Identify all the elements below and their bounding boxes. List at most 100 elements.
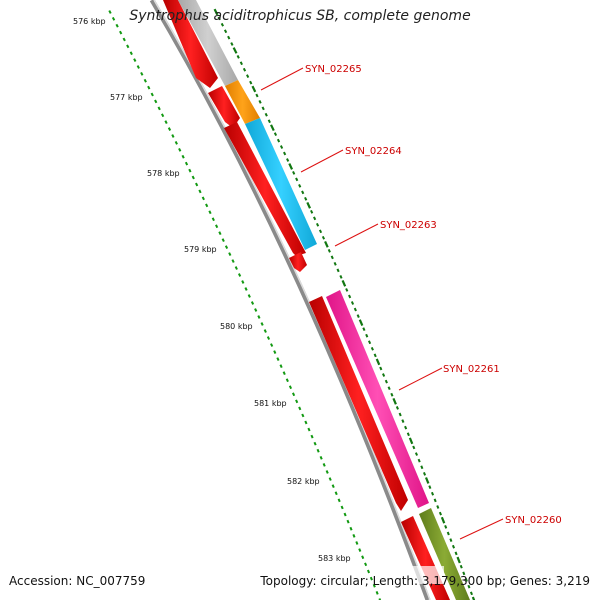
gene-label-syn-02261[interactable]: SYN_02261 [443,364,500,375]
gene-label-syn-02265[interactable]: SYN_02265 [305,64,362,75]
tick-minor [288,385,293,390]
genome-backbone [149,0,431,600]
tick-minor [184,161,189,166]
tick-minor [255,93,259,98]
tick-minor [258,100,262,104]
tick-minor [379,366,383,371]
tick-minor [236,54,240,59]
tick-major [251,85,257,93]
gene-label-syn-02260[interactable]: SYN_02260 [505,515,562,526]
tick-minor [454,551,458,556]
tick-minor [140,71,144,76]
gene-bar-olive[interactable] [419,508,470,600]
tick-minor [350,301,355,305]
tick-minor [286,158,290,162]
tick-minor [208,210,212,215]
tick-minor [301,190,305,195]
tick-minor [143,78,147,83]
tick-minor [164,120,168,125]
tick-minor [244,287,248,291]
tick-minor [198,189,202,194]
tick-minor [249,80,253,85]
tick-minor [115,23,119,28]
tick-minor [174,141,178,145]
tick-minor [136,65,140,69]
tick-minor [119,30,123,35]
tick-minor [276,357,280,361]
tick-minor [264,112,268,117]
tick-minor [188,168,192,173]
tick-minor [239,61,243,66]
tick-major [341,280,347,287]
cds-arrow[interactable] [224,122,306,256]
tick-major [471,596,476,600]
kbp-label: 583 kbp [318,554,351,563]
tick-minor [218,231,222,236]
tick-minor [108,10,112,14]
tick-minor [352,533,356,538]
tick-minor [412,445,416,450]
tick-major [232,47,238,54]
gene-label-syn-02263[interactable]: SYN_02263 [380,220,437,231]
tick-minor [420,465,424,470]
cds-arrow[interactable] [163,0,218,88]
tick-minor [321,235,326,240]
tick-minor [250,301,255,305]
tick-minor [366,569,371,574]
tick-minor [336,268,340,273]
tick-minor [247,294,251,298]
tick-minor [154,99,158,104]
cds-arrow[interactable] [289,252,307,272]
tick-minor [126,44,130,49]
gene-bar-orange[interactable] [225,80,260,124]
kbp-labels: 576 kbp 577 kbp 578 kbp 579 kbp 580 kbp … [73,17,351,563]
kbp-label: 577 kbp [110,93,143,102]
ruler-ticks [108,10,382,600]
tick-minor [369,576,373,581]
tick-major [408,437,414,445]
tick-minor [417,458,421,463]
tick-minor [330,255,334,260]
tick-minor [310,209,314,214]
kbp-label: 576 kbp [73,17,106,26]
tick-minor [307,427,311,432]
tick-minor [315,222,320,227]
kbp-label: 578 kbp [147,169,180,178]
tick-minor [301,413,305,418]
tick-major [213,8,219,16]
tick-minor [223,29,228,34]
tick-minor [295,177,299,182]
tick-minor [171,134,175,138]
tick-minor [318,229,323,234]
tick-minor [333,261,337,266]
gene-label-syn-02264[interactable]: SYN_02264 [345,146,402,157]
tick-minor [147,85,151,90]
tick-minor [201,196,205,201]
tick-minor [451,544,456,549]
cds-arrow[interactable] [208,86,240,128]
gene-leaders [260,67,504,540]
gene-bar-blue[interactable] [245,118,317,250]
tick-minor [365,333,369,338]
cds-arrow[interactable] [309,296,408,511]
gene-labels: SYN_02265 SYN_02264 SYN_02263 SYN_02261 … [305,64,562,526]
tick-minor [266,336,271,340]
tick-major [392,397,397,405]
tick-major [288,163,294,170]
tick-minor [345,288,349,292]
gene-bar-grey[interactable] [178,0,238,86]
inner-ticks [213,8,476,600]
tick-minor [224,245,229,249]
tick-minor [279,145,284,149]
gene-bar-pink[interactable] [326,290,429,508]
tick-minor [322,463,326,467]
tick-minor [462,571,466,576]
tick-minor [372,583,376,588]
genome-title: Syntrophus aciditrophicus SB, complete g… [129,8,471,24]
tick-minor [283,151,287,156]
tick-minor [368,340,372,345]
tick-minor [295,399,299,404]
tick-minor [211,217,215,222]
